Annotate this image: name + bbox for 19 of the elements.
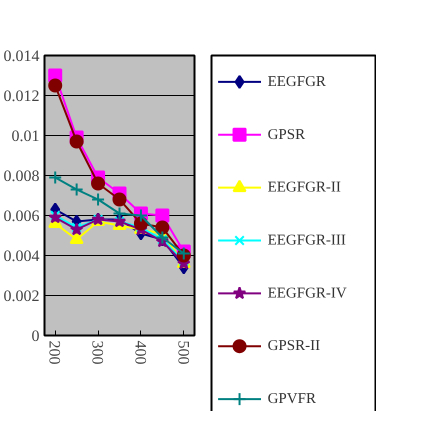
y-tick-label: 0.01 [12,128,40,145]
x-tick-label: 200 [46,340,63,364]
y-tick-label: 0.006 [4,208,40,225]
legend-label: GPSR-II [268,338,320,354]
y-tick-label: 0 [32,328,40,345]
y-tick-label: 0.002 [4,288,40,305]
legend-label: GPVFR [268,391,316,408]
legend-label: EEGFGR-II [268,180,341,196]
x-tick-label: 500 [174,340,192,364]
legend-label: EEGFGR-IV [268,285,347,302]
y-tick-label: 0.012 [4,88,40,105]
x-tick-label: 300 [88,340,106,364]
y-tick-label: 0.008 [4,168,40,185]
x-tick-label: 400 [131,340,148,364]
y-tick-label: 0.014 [4,48,40,65]
legend-label: GPSR [268,126,306,143]
y-tick-label: 0.004 [4,248,40,265]
legend-label: EEGFGR [268,74,326,90]
legend-label: EEGFGR-III [268,232,346,248]
